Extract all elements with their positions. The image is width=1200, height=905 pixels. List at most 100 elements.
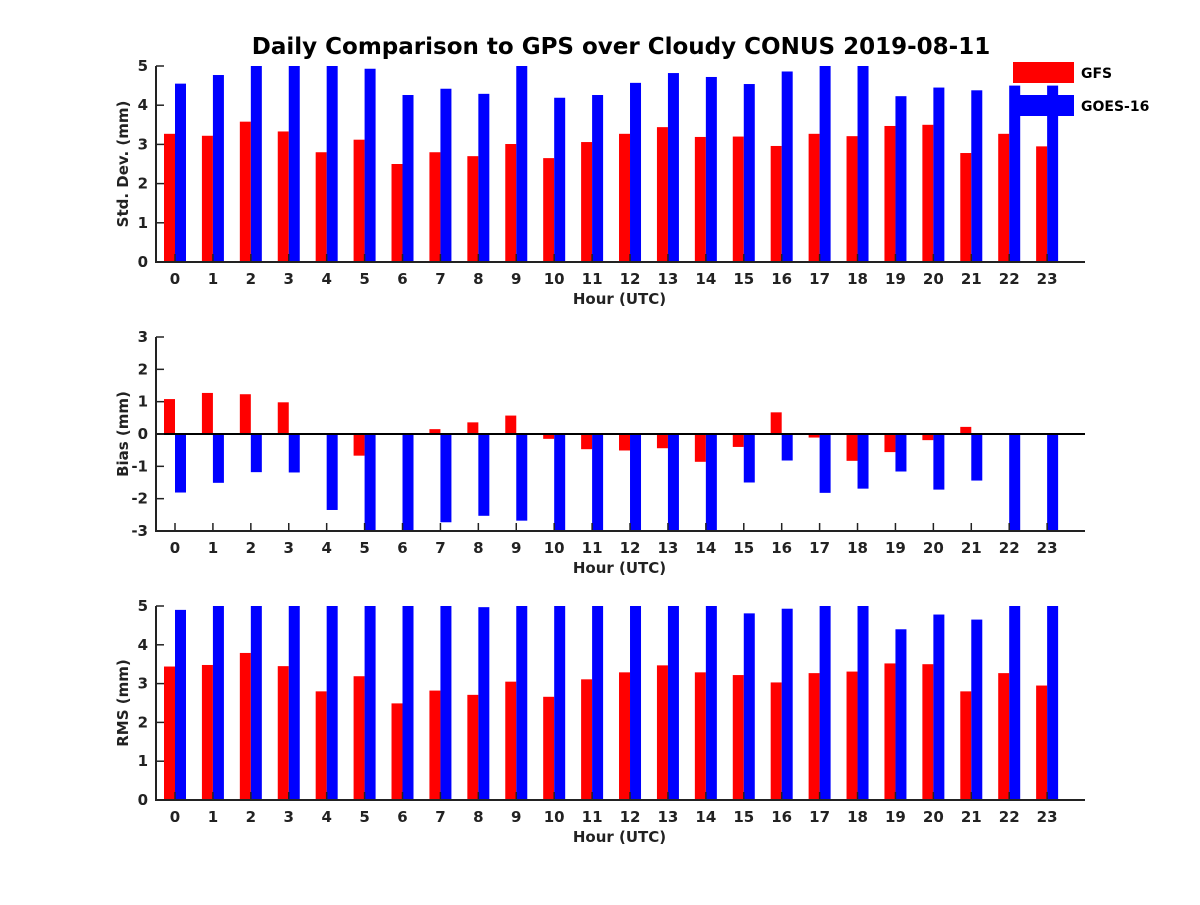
bias-xtick-label: 8: [473, 539, 483, 557]
std-dev-bar-gfs-10: [543, 158, 554, 262]
std-dev-xtick-label: 16: [771, 270, 792, 288]
rms-xtick-label: 15: [733, 808, 754, 826]
rms-ytick-label: 4: [138, 636, 148, 654]
bias-xtick-label: 22: [999, 539, 1020, 557]
std-dev-ytick-label: 5: [138, 57, 148, 75]
rms-bar-gfs-13: [657, 665, 668, 800]
rms-ytick-label: 3: [138, 675, 148, 693]
rms-xtick-label: 7: [435, 808, 445, 826]
bias-xtick-label: 9: [511, 539, 521, 557]
bias-bar-gfs-0: [164, 399, 175, 434]
std-dev-ytick-label: 2: [138, 175, 148, 193]
std-dev-bar-gfs-8: [467, 156, 478, 262]
rms-bar-goes16-4: [327, 606, 338, 800]
std-dev-bar-gfs-19: [884, 126, 895, 262]
rms-bar-goes16-7: [440, 606, 451, 800]
std-dev-xtick-label: 8: [473, 270, 483, 288]
rms-xtick-label: 5: [359, 808, 369, 826]
bias-bar-gfs-14: [695, 434, 706, 462]
std-dev-bar-goes16-3: [289, 66, 300, 262]
bias-xtick-label: 23: [1037, 539, 1058, 557]
bias-bar-goes16-11: [592, 434, 603, 531]
rms-bar-gfs-2: [240, 653, 251, 800]
bias-bar-goes16-14: [706, 434, 717, 531]
std-dev-bar-goes16-0: [175, 84, 186, 262]
rms-bar-gfs-5: [354, 676, 365, 800]
bias-xtick-label: 5: [359, 539, 369, 557]
bias-bar-gfs-9: [505, 416, 516, 434]
rms-bar-goes16-12: [630, 606, 641, 800]
std-dev-bar-goes16-16: [782, 71, 793, 262]
std-dev-bar-goes16-4: [327, 66, 338, 262]
std-dev-bar-gfs-13: [657, 127, 668, 262]
bias-bar-goes16-19: [895, 434, 906, 472]
std-dev-xtick-label: 10: [544, 270, 565, 288]
bias-ytick-label: 2: [138, 360, 148, 378]
legend-swatch-goes16: [1013, 95, 1074, 116]
std-dev-yaxis-label: Std. Dev. (mm): [114, 101, 132, 228]
std-dev-bar-gfs-20: [922, 125, 933, 262]
bias-bar-gfs-15: [733, 434, 744, 447]
bias-xtick-label: 11: [582, 539, 603, 557]
bias-xtick-label: 16: [771, 539, 792, 557]
bias-xtick-label: 7: [435, 539, 445, 557]
std-dev-xtick-label: 15: [733, 270, 754, 288]
std-dev-bar-gfs-0: [164, 134, 175, 262]
std-dev-bar-gfs-23: [1036, 146, 1047, 262]
bias-xtick-label: 2: [246, 539, 256, 557]
bias-xtick-label: 13: [658, 539, 679, 557]
rms-bar-goes16-3: [289, 606, 300, 800]
std-dev-ytick-label: 3: [138, 135, 148, 153]
rms-xtick-label: 13: [658, 808, 679, 826]
bias-xtick-label: 14: [695, 539, 716, 557]
std-dev-xtick-label: 0: [170, 270, 180, 288]
rms-bar-gfs-23: [1036, 686, 1047, 800]
std-dev-bar-goes16-7: [440, 89, 451, 262]
rms-xtick-label: 4: [321, 808, 331, 826]
legend-label-goes16: GOES-16: [1081, 99, 1149, 115]
bias-bar-gfs-3: [278, 402, 289, 434]
rms-bar-gfs-14: [695, 672, 706, 800]
std-dev-bar-goes16-19: [895, 96, 906, 262]
rms-bar-goes16-22: [1009, 606, 1020, 800]
std-dev-bar-goes16-13: [668, 73, 679, 262]
bias-bar-gfs-21: [960, 427, 971, 434]
rms-xtick-label: 9: [511, 808, 521, 826]
std-dev-bar-gfs-3: [278, 131, 289, 262]
bias-ytick-label: -3: [131, 522, 148, 540]
bias-xtick-label: 0: [170, 539, 180, 557]
std-dev-xtick-label: 4: [321, 270, 331, 288]
rms-bar-gfs-21: [960, 691, 971, 800]
std-dev-bar-goes16-5: [365, 69, 376, 262]
std-dev-xaxis-label: Hour (UTC): [573, 290, 666, 308]
std-dev-bar-goes16-21: [971, 90, 982, 262]
bias-bar-goes16-0: [175, 434, 186, 493]
std-dev-bar-goes16-22: [1009, 86, 1020, 262]
bias-xtick-label: 6: [397, 539, 407, 557]
bias-bar-gfs-18: [847, 434, 858, 461]
rms-bar-gfs-9: [505, 682, 516, 800]
std-dev-bar-goes16-10: [554, 98, 565, 262]
std-dev-bar-gfs-7: [429, 152, 440, 262]
bias-bar-goes16-6: [403, 434, 414, 531]
std-dev-bar-gfs-14: [695, 137, 706, 262]
std-dev-xtick-label: 23: [1037, 270, 1058, 288]
std-dev-bar-goes16-2: [251, 66, 262, 262]
std-dev-bar-goes16-8: [478, 94, 489, 262]
std-dev-bar-goes16-18: [858, 66, 869, 262]
bias-xtick-label: 19: [885, 539, 906, 557]
bias-ytick-label: 3: [138, 328, 148, 346]
std-dev-bar-gfs-15: [733, 137, 744, 262]
bias-xtick-label: 4: [321, 539, 331, 557]
rms-ytick-label: 0: [138, 791, 148, 809]
std-dev-bar-goes16-15: [744, 84, 755, 262]
std-dev-bar-gfs-1: [202, 136, 213, 262]
rms-xtick-label: 6: [397, 808, 407, 826]
std-dev-bar-gfs-12: [619, 134, 630, 262]
rms-xtick-label: 3: [284, 808, 294, 826]
std-dev-xtick-label: 18: [847, 270, 868, 288]
rms-xtick-label: 2: [246, 808, 256, 826]
std-dev-bar-gfs-17: [809, 134, 820, 262]
